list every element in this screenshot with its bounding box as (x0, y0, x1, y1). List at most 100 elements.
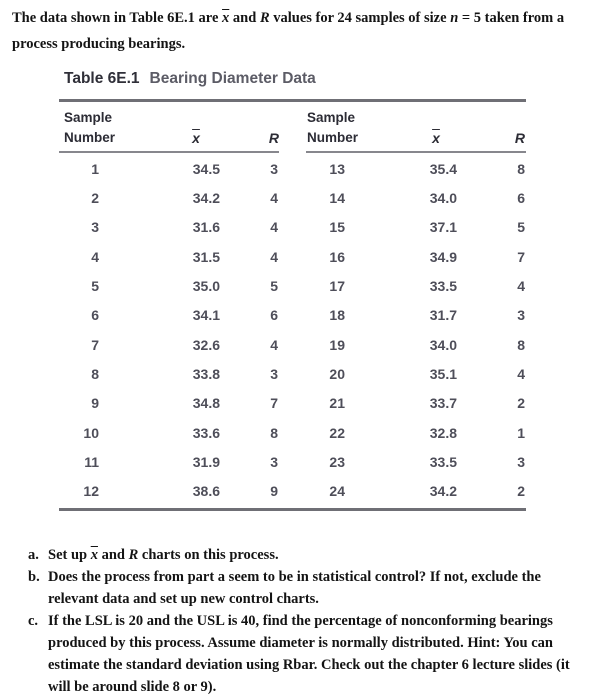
table-row: 8 33.8 3 20 35.1 4 (59, 359, 526, 388)
table-title-label: Table 6E.1 (64, 70, 140, 87)
cell-xbar: 35.0 (192, 278, 220, 295)
table-row: 7 32.6 4 19 34.0 8 (59, 330, 526, 359)
header-rule-left (59, 151, 279, 153)
table-row: 1 34.5 3 13 35.4 8 (59, 154, 526, 183)
xbar-symbol: x (192, 130, 200, 146)
cell-xbar: 34.9 (429, 248, 457, 265)
xbar-symbol: x (222, 10, 230, 26)
cell-xbar: 33.5 (429, 454, 457, 471)
cell-sample: 8 (91, 366, 99, 383)
cell-r: 4 (270, 190, 278, 207)
table-title-text: Bearing Diameter Data (149, 70, 316, 87)
cell-sample: 5 (91, 278, 99, 295)
cell-sample: 23 (329, 454, 345, 471)
item-text: Set up x and R charts on this process. (48, 544, 279, 566)
cell-r: 4 (270, 219, 278, 236)
table: Table 6E.1 Bearing Diameter Data Sample N… (59, 70, 526, 518)
cell-sample: 22 (329, 424, 345, 441)
cell-r: 6 (270, 307, 278, 324)
item-label: c. (28, 613, 39, 629)
item-text: Set up (48, 547, 91, 563)
cell-sample: 21 (329, 395, 345, 412)
cell-r: 5 (270, 278, 278, 295)
cell-r: 8 (517, 336, 525, 353)
n-symbol: n (450, 10, 459, 26)
intro-line-1: The data shown in Table 6E.1 are x and R… (12, 5, 564, 31)
cell-r: 3 (270, 160, 278, 177)
cell-xbar: 31.6 (192, 219, 220, 236)
cell-r: 5 (517, 219, 525, 236)
cell-r: 4 (270, 336, 278, 353)
cell-sample: 19 (329, 336, 345, 353)
column-header-xbar-right: x (419, 128, 453, 148)
table-title: Table 6E.1 Bearing Diameter Data (64, 70, 316, 88)
table-row: 5 35.0 5 17 33.5 4 (59, 271, 526, 300)
table-top-rule (59, 99, 526, 102)
cell-r: 8 (517, 160, 525, 177)
cell-xbar: 34.0 (429, 336, 457, 353)
cell-r: 7 (517, 248, 525, 265)
cell-sample: 15 (329, 219, 345, 236)
cell-sample: 18 (329, 307, 345, 324)
intro-text: = 5 taken from a (458, 10, 565, 26)
list-item-a: a. Set up x and R charts on this process… (28, 544, 570, 566)
item-line: If the LSL is 20 and the USL is 40, find… (48, 613, 553, 629)
cell-r: 3 (270, 454, 278, 471)
item-line: produced by this process. Assume diamete… (48, 635, 553, 651)
table-row: 4 31.5 4 16 34.9 7 (59, 242, 526, 271)
cell-sample: 14 (329, 190, 345, 207)
cell-xbar: 33.8 (192, 366, 220, 383)
cell-sample: 13 (329, 160, 345, 177)
item-label: b. (28, 569, 40, 585)
cell-xbar: 31.5 (192, 248, 220, 265)
item-line: will be around slide 8 or 9). (48, 679, 217, 695)
intro-text: values for 24 samples of size (269, 10, 451, 26)
item-text: and (97, 547, 129, 563)
cell-sample: 4 (91, 248, 99, 265)
cell-sample: 24 (329, 483, 345, 500)
cell-xbar: 35.4 (429, 160, 457, 177)
cell-r: 2 (517, 395, 525, 412)
header-rule-right (306, 151, 526, 153)
column-header-xbar-left: x (179, 128, 213, 148)
list-item-b: b. Does the process from part a seem to … (28, 566, 570, 610)
table-row: 10 33.6 8 22 32.8 1 (59, 418, 526, 447)
header-sample-line1: Sample (307, 110, 356, 125)
question-list: a. Set up x and R charts on this process… (28, 544, 570, 698)
cell-xbar: 34.2 (429, 483, 457, 500)
cell-r: 4 (270, 248, 278, 265)
table-body: 1 34.5 3 13 35.4 8 2 34.2 4 14 34.0 6 3 … (59, 154, 526, 506)
intro-text: The data shown in Table 6E.1 are (12, 10, 223, 26)
cell-xbar: 34.0 (429, 190, 457, 207)
xbar-symbol: x (90, 547, 98, 563)
column-header-sample-left: Sample Number (64, 108, 115, 148)
cell-sample: 12 (83, 483, 99, 500)
column-header-r-left: R (268, 130, 279, 146)
cell-sample: 16 (329, 248, 345, 265)
table-row: 9 34.8 7 21 33.7 2 (59, 389, 526, 418)
cell-r: 1 (517, 424, 525, 441)
cell-r: 7 (270, 395, 278, 412)
table-row: 11 31.9 3 23 33.5 3 (59, 447, 526, 476)
cell-xbar: 34.8 (192, 395, 220, 412)
cell-r: 3 (517, 454, 525, 471)
item-text: charts on this process. (138, 547, 279, 563)
cell-sample: 11 (84, 454, 99, 471)
cell-xbar: 34.1 (192, 307, 220, 324)
cell-xbar: 33.6 (192, 424, 220, 441)
cell-sample: 3 (91, 219, 99, 236)
cell-sample: 9 (91, 395, 99, 412)
cell-r: 8 (270, 424, 278, 441)
xbar-symbol: x (432, 130, 440, 146)
header-sample-line2: Number (64, 130, 116, 145)
table-row: 3 31.6 4 15 37.1 5 (59, 213, 526, 242)
table-row: 6 34.1 6 18 31.7 3 (59, 301, 526, 330)
item-text: Does the process from part a seem to be … (48, 566, 541, 610)
r-symbol: R (259, 10, 270, 26)
cell-xbar: 34.2 (192, 190, 220, 207)
cell-xbar: 31.7 (429, 307, 457, 324)
item-label: a. (28, 547, 39, 563)
cell-r: 2 (517, 483, 525, 500)
cell-xbar: 35.1 (429, 366, 457, 383)
cell-sample: 17 (329, 278, 345, 295)
